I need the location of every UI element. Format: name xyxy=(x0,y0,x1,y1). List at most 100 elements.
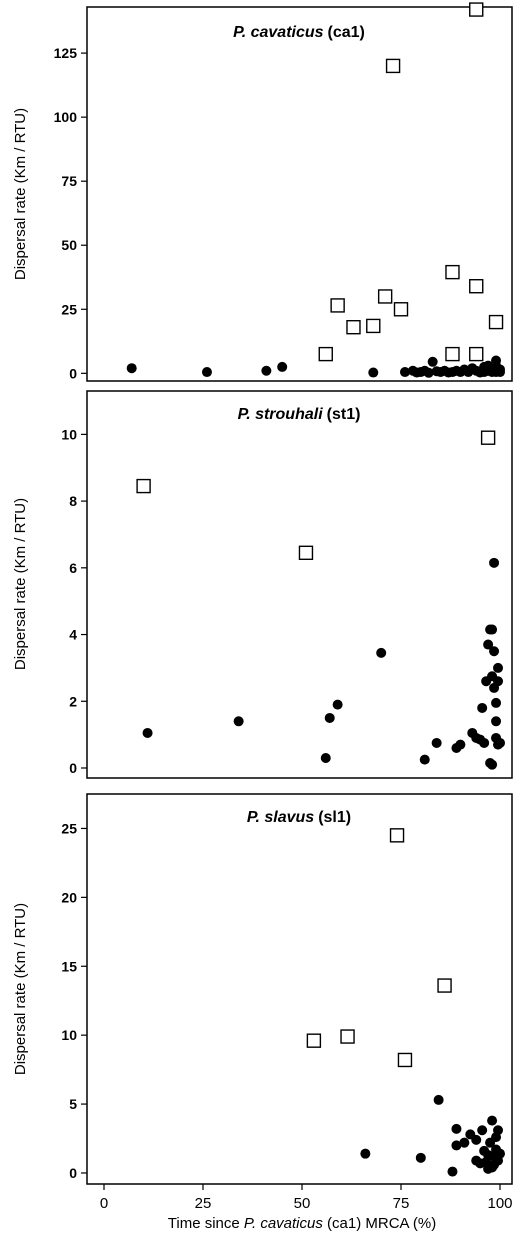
open-square-point xyxy=(306,1033,322,1048)
filled-circle-point xyxy=(487,1115,498,1126)
x-tick-label: 0 xyxy=(100,1195,108,1212)
filled-circle-point xyxy=(433,1094,444,1105)
filled-circle-point xyxy=(376,647,387,658)
panel-cavaticus: P. cavaticus (ca1) Dispersal rate (Km / R… xyxy=(12,2,513,382)
y-axis-label: Dispersal rate (Km / RTU) xyxy=(12,108,29,280)
y-tick-label: 5 xyxy=(69,1096,77,1112)
plot-frame xyxy=(86,6,513,382)
y-tick-label: 15 xyxy=(61,958,77,974)
y-tick-label: 10 xyxy=(61,426,77,442)
plot-frame xyxy=(86,390,513,779)
panel-title: P. slavus (sl1) xyxy=(247,809,351,826)
plot-frame xyxy=(86,793,513,1185)
filled-circle-point xyxy=(491,697,502,708)
filled-circle-point xyxy=(483,639,494,650)
filled-circle-point xyxy=(277,361,288,372)
y-tick-label: 0 xyxy=(69,760,77,776)
filled-circle-point xyxy=(489,557,500,568)
x-axis: 0 25 50 75 100 xyxy=(100,1184,513,1212)
filled-circle-point xyxy=(487,624,498,635)
filled-circle-point xyxy=(493,662,504,673)
open-square-point xyxy=(385,58,401,74)
open-square-point xyxy=(469,2,484,17)
filled-circle-point xyxy=(487,759,498,770)
open-square-point xyxy=(469,279,484,294)
y-tick-label: 6 xyxy=(69,560,77,576)
filled-circle-point xyxy=(423,367,434,378)
filled-circle-point xyxy=(477,1125,488,1136)
title-species: P. slavus xyxy=(247,809,314,826)
open-square-point xyxy=(330,298,345,313)
panel-title: P. strouhali (st1) xyxy=(238,406,361,423)
y-axis: 0 5 10 15 20 25 xyxy=(61,820,87,1181)
y-tick-label: 0 xyxy=(69,1165,77,1181)
y-axis-label: Dispersal rate (Km / RTU) xyxy=(12,903,29,1075)
x-axis-label: Time since P. cavaticus (ca1) MRCA (%) xyxy=(168,1215,436,1232)
y-tick-label: 0 xyxy=(69,365,77,381)
points-layer xyxy=(136,430,505,770)
open-square-point xyxy=(469,346,484,362)
open-square-point xyxy=(377,289,393,304)
filled-circle-point xyxy=(427,356,438,367)
x-tick-label: 25 xyxy=(195,1195,212,1212)
y-tick-label: 8 xyxy=(69,493,77,509)
y-tick-label: 50 xyxy=(61,237,77,253)
x-tick-label: 50 xyxy=(294,1195,311,1212)
filled-circle-point xyxy=(479,737,490,748)
title-species: P. strouhali xyxy=(238,406,324,423)
open-square-point xyxy=(393,302,409,317)
filled-circle-point xyxy=(419,754,430,765)
open-square-point xyxy=(389,828,405,843)
open-square-point xyxy=(480,430,496,445)
filled-circle-point xyxy=(477,702,488,713)
x-tick-label: 100 xyxy=(487,1195,512,1212)
y-tick-label: 25 xyxy=(61,301,77,317)
filled-circle-point xyxy=(471,1134,482,1145)
y-tick-label: 75 xyxy=(61,173,77,189)
open-square-point xyxy=(445,264,460,280)
filled-circle-point xyxy=(142,727,153,738)
filled-circle-point xyxy=(491,355,502,366)
y-axis: 0 25 50 75 100 125 xyxy=(54,45,87,381)
open-square-point xyxy=(340,1029,355,1044)
open-square-point xyxy=(298,545,314,561)
panel-slavus: P. slavus (sl1) Dispersal rate (Km / RTU)… xyxy=(12,793,513,1232)
y-tick-label: 2 xyxy=(69,693,77,709)
title-species: P. cavaticus xyxy=(233,24,324,41)
filled-circle-point xyxy=(399,367,410,378)
filled-circle-point xyxy=(495,367,505,378)
open-square-point xyxy=(346,320,361,335)
filled-circle-point xyxy=(495,737,505,748)
filled-circle-point xyxy=(489,646,500,657)
open-square-point xyxy=(437,978,452,993)
open-square-point xyxy=(397,1052,413,1068)
panel-title: P. cavaticus (ca1) xyxy=(233,24,365,41)
y-tick-label: 25 xyxy=(61,820,77,836)
open-square-point xyxy=(445,346,460,362)
filled-circle-point xyxy=(415,1152,426,1163)
x-label-prefix: Time since xyxy=(168,1215,244,1232)
title-suffix: (ca1) xyxy=(328,24,365,41)
open-square-point xyxy=(488,314,504,330)
title-suffix: (st1) xyxy=(327,406,361,423)
filled-circle-point xyxy=(455,739,466,750)
panel-strouhali: P. strouhali (st1) Dispersal rate (Km / R… xyxy=(12,390,513,779)
filled-circle-point xyxy=(233,716,244,727)
open-square-point xyxy=(136,478,151,494)
filled-circle-point xyxy=(261,365,272,376)
filled-circle-point xyxy=(332,699,343,710)
filled-circle-point xyxy=(493,1125,504,1136)
y-tick-label: 20 xyxy=(61,889,77,905)
filled-circle-point xyxy=(360,1148,371,1159)
x-label-suffix: (ca1) MRCA (%) xyxy=(323,1215,436,1232)
filled-circle-point xyxy=(459,1137,470,1148)
filled-circle-point xyxy=(320,752,331,763)
filled-circle-point xyxy=(324,712,335,723)
filled-circle-point xyxy=(495,1148,505,1159)
filled-circle-point xyxy=(126,363,137,374)
filled-circle-point xyxy=(431,737,442,748)
filled-circle-point xyxy=(368,367,379,378)
title-suffix: (sl1) xyxy=(318,809,351,826)
filled-circle-point xyxy=(493,676,504,687)
